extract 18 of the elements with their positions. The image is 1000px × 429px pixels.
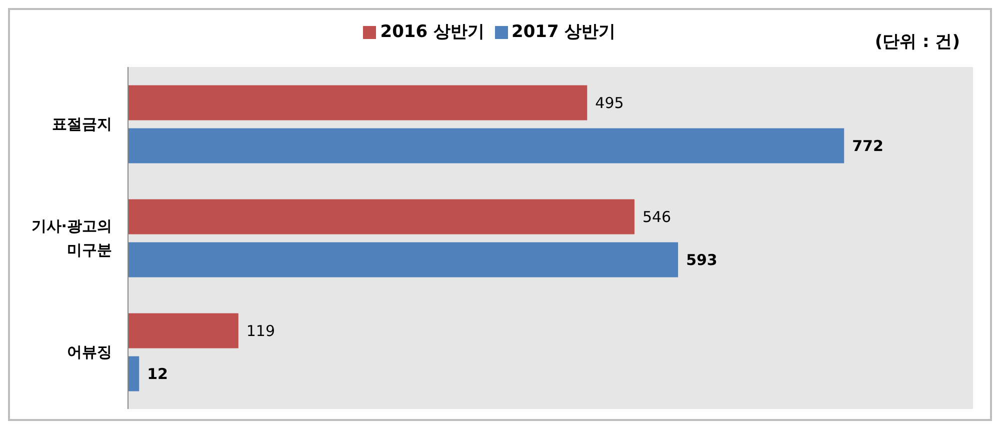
data-label: 546 [642,208,672,226]
data-label: 12 [147,365,168,384]
text: (단위 : 건) [874,31,960,53]
data-label: 593 [686,251,718,270]
bar [128,242,678,278]
data-label: 772 [852,137,884,156]
data-label: 119 [246,322,276,340]
bar [128,128,844,164]
y-tick-label: 기사·광고의 미구분 [31,217,112,259]
bar [128,356,140,392]
bar [128,313,238,348]
legend-label: 2016 상반기 [380,22,484,42]
legend-label: 2017 상반기 [512,22,616,42]
y-tick-label: 어뷰징 [67,343,112,361]
bar [128,199,634,234]
y-tick-label: 표절금지 [52,115,112,133]
bar [128,85,588,120]
data-label: 495 [595,94,624,112]
